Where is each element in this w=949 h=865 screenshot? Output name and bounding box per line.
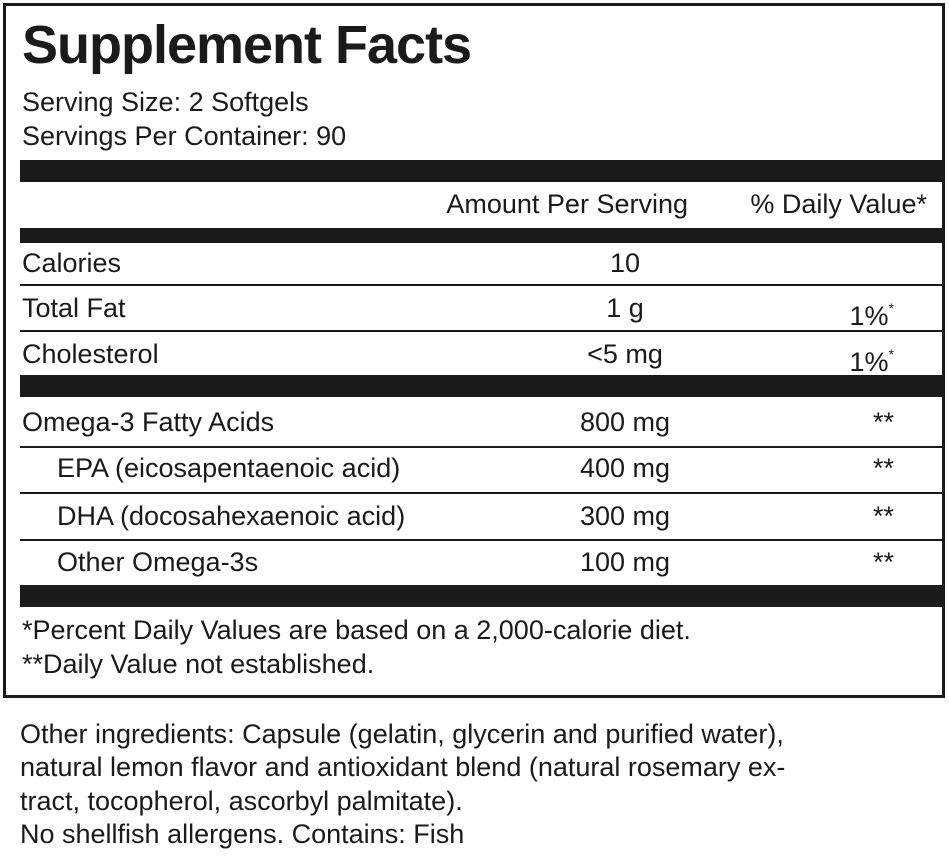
rule	[20, 585, 943, 607]
daily-value: 1%	[849, 347, 889, 377]
ingredients-line: tract, tocopherol, ascorbyl palmitate).	[20, 786, 463, 816]
row-name: Total Fat	[22, 293, 126, 323]
servings-per-container: Servings Per Container: 90	[22, 121, 347, 151]
column-header: Amount Per Serving	[446, 189, 688, 219]
row-amount: 800 mg	[579, 407, 671, 437]
rule	[20, 492, 943, 494]
title: Supplement Facts	[22, 15, 472, 75]
facts-box	[3, 3, 945, 698]
daily-value: **	[872, 501, 894, 531]
rule	[20, 539, 943, 541]
serving-size: Serving Size: 2 Softgels	[22, 87, 309, 117]
row-name: EPA (eicosapentaenoic acid)	[57, 453, 401, 483]
row-amount: 300 mg	[579, 501, 671, 531]
row-name: Calories	[22, 248, 122, 278]
daily-value: **	[872, 453, 894, 483]
row-name: DHA (docosahexaenoic acid)	[57, 501, 406, 531]
rule	[20, 284, 943, 286]
row-name: Other Omega-3s	[57, 547, 259, 577]
ingredients-line: Other ingredients: Capsule (gelatin, gly…	[20, 719, 784, 749]
rule	[20, 375, 943, 397]
daily-value: **	[872, 407, 894, 437]
row-daily-value: 1%*	[850, 338, 894, 378]
rule	[20, 160, 943, 182]
row-name: Omega-3 Fatty Acids	[22, 407, 275, 437]
row-amount: <5 mg	[587, 339, 663, 369]
ingredients-line: No shellfish allergens. Contains: Fish	[20, 819, 465, 849]
row-amount: 400 mg	[579, 453, 671, 483]
footnote: *Percent Daily Values are based on a 2,0…	[22, 615, 691, 645]
row-daily-value: **	[873, 406, 894, 438]
footnote: **Daily Value not established.	[22, 649, 375, 679]
row-daily-value: **	[873, 500, 894, 532]
row-daily-value: 1%*	[850, 292, 894, 332]
column-header: % Daily Value*	[750, 189, 927, 219]
rule	[20, 228, 943, 243]
rule	[20, 330, 943, 332]
daily-value-mark: *	[888, 300, 894, 316]
daily-value-mark: *	[888, 346, 894, 362]
row-amount: 1 g	[606, 293, 644, 323]
ingredients-line: natural lemon flavor and antioxidant ble…	[20, 752, 786, 782]
row-daily-value: **	[873, 452, 894, 484]
row-daily-value: **	[873, 546, 894, 578]
daily-value: 1%	[849, 301, 889, 331]
rule	[20, 446, 943, 448]
row-amount: 100 mg	[579, 547, 671, 577]
daily-value: **	[872, 547, 894, 577]
row-amount: 10	[609, 248, 641, 278]
row-name: Cholesterol	[22, 339, 159, 369]
